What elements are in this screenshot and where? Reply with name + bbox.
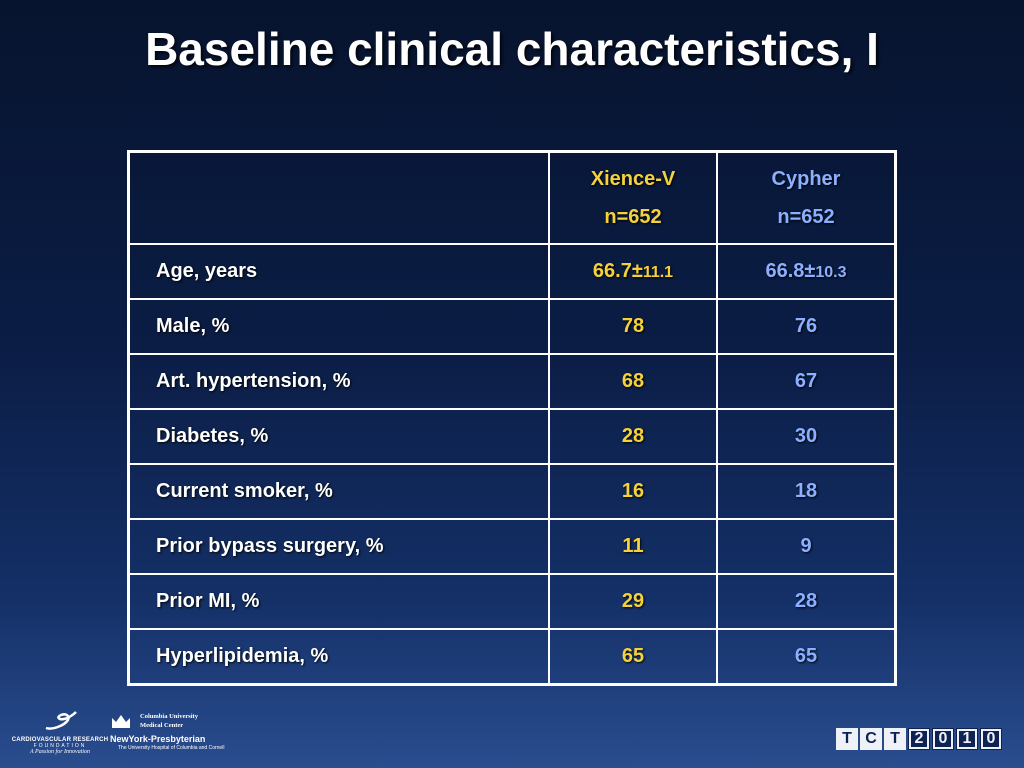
characteristics-table: Xience-V n=652 Cypher n=652 Age, years 6… [127, 150, 897, 686]
row-label: Hyperlipidemia, % [127, 628, 550, 686]
xience-value: 29 [548, 573, 718, 630]
cypher-header: Cypher n=652 [716, 150, 897, 245]
cypher-value: 66.8±10.3 [716, 243, 897, 300]
tct-2010-logo: T C T 2 0 1 0 [836, 728, 1002, 750]
table-row: Art. hypertension, % 68 67 [127, 353, 897, 410]
row-label: Current smoker, % [127, 463, 550, 520]
cypher-name: Cypher [771, 168, 841, 190]
row-label: Prior bypass surgery, % [127, 518, 550, 575]
crf-name: CARDIOVASCULAR RESEARCH [11, 737, 109, 743]
nyp-name: NewYork-Presbyterian [110, 734, 206, 744]
crf-sub: FOUNDATION [33, 743, 87, 749]
xience-value: 65 [548, 628, 718, 686]
cypher-mean: 66.8± [765, 260, 816, 282]
footer: CARDIOVASCULAR RESEARCH FOUNDATION A Pas… [0, 704, 1024, 768]
table-row: Hyperlipidemia, % 65 65 [127, 628, 897, 686]
cypher-n: n=652 [777, 206, 835, 228]
crf-logo: CARDIOVASCULAR RESEARCH FOUNDATION A Pas… [10, 710, 110, 755]
cypher-value: 76 [716, 298, 897, 355]
table-row: Prior bypass surgery, % 11 9 [127, 518, 897, 575]
xience-value: 68 [548, 353, 718, 410]
xience-mean: 66.7± [592, 260, 643, 282]
table-row: Current smoker, % 16 18 [127, 463, 897, 520]
cypher-value: 28 [716, 573, 897, 630]
tct-digit: 1 [956, 728, 978, 750]
row-label: Diabetes, % [127, 408, 550, 465]
table-row: Male, % 78 76 [127, 298, 897, 355]
table-row: Prior MI, % 29 28 [127, 573, 897, 630]
xience-value: 78 [548, 298, 718, 355]
cypher-value: 9 [716, 518, 897, 575]
crf-tagline: A Passion for Innovation [29, 749, 91, 755]
cypher-value: 30 [716, 408, 897, 465]
table-header-row: Xience-V n=652 Cypher n=652 [127, 150, 897, 245]
cypher-value: 18 [716, 463, 897, 520]
cypher-value: 67 [716, 353, 897, 410]
tct-digit: 0 [932, 728, 954, 750]
nyp-subtitle: The University Hospital of Columbia and … [118, 745, 225, 751]
tct-digit: 0 [980, 728, 1002, 750]
cypher-sd: 10.3 [815, 264, 847, 281]
row-label: Age, years [127, 243, 550, 300]
row-label: Art. hypertension, % [127, 353, 550, 410]
crf-swoosh-icon [45, 711, 77, 730]
columbia-line2: Medical Center [140, 722, 184, 729]
row-label: Prior MI, % [127, 573, 550, 630]
row-label: Male, % [127, 298, 550, 355]
table-row: Age, years 66.7±11.1 66.8±10.3 [127, 243, 897, 300]
crown-icon [112, 715, 130, 728]
cypher-value: 65 [716, 628, 897, 686]
tct-letter: T [836, 728, 858, 750]
columbia-name: Columbia University Medical Center [140, 712, 198, 730]
xience-value: 16 [548, 463, 718, 520]
xience-name: Xience-V [590, 168, 676, 190]
slide-title: Baseline clinical characteristics, I [145, 23, 879, 75]
xience-header: Xience-V n=652 [548, 150, 718, 245]
xience-n: n=652 [604, 206, 662, 228]
xience-value: 11 [548, 518, 718, 575]
tct-letter: C [860, 728, 882, 750]
tct-digit: 2 [908, 728, 930, 750]
xience-value: 66.7±11.1 [548, 243, 718, 300]
header-empty-cell [127, 150, 550, 245]
tct-letter: T [884, 728, 906, 750]
xience-sd: 11.1 [642, 264, 674, 281]
xience-value: 28 [548, 408, 718, 465]
columbia-line1: Columbia University [140, 713, 198, 720]
table-row: Diabetes, % 28 30 [127, 408, 897, 465]
